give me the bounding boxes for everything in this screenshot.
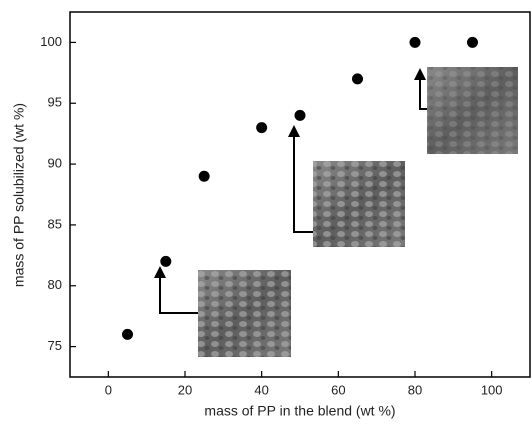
arrowhead xyxy=(414,68,426,80)
y-tick-label: 95 xyxy=(48,95,62,110)
arrowhead xyxy=(288,125,300,137)
x-axis-label: mass of PP in the blend (wt %) xyxy=(204,403,395,419)
x-tick-label: 20 xyxy=(178,382,192,397)
data-point xyxy=(198,170,210,182)
x-tick-label: 0 xyxy=(105,382,112,397)
sem-texture xyxy=(427,67,518,154)
y-tick-label: 80 xyxy=(48,277,62,292)
arrowhead xyxy=(154,266,166,278)
inset-images xyxy=(154,67,518,357)
data-point xyxy=(160,255,172,267)
data-point xyxy=(122,328,133,340)
x-tick-label: 100 xyxy=(481,382,503,397)
sem-texture xyxy=(198,270,291,357)
y-tick-label: 90 xyxy=(48,156,62,171)
x-tick-label: 40 xyxy=(254,382,268,397)
arrow xyxy=(293,135,313,233)
data-point xyxy=(409,36,421,48)
y-axis-label: mass of PP solubilized (wt %) xyxy=(11,103,27,287)
sem-texture xyxy=(313,161,405,247)
data-point xyxy=(294,109,306,121)
x-tick-label: 80 xyxy=(408,382,422,397)
y-tick-label: 75 xyxy=(48,338,62,353)
arrow xyxy=(419,78,427,110)
data-point xyxy=(256,122,268,134)
arrow xyxy=(159,276,198,314)
x-tick-label: 60 xyxy=(331,382,345,397)
plot-frame xyxy=(69,11,531,378)
data-point xyxy=(467,36,478,48)
y-tick-label: 85 xyxy=(48,216,62,231)
data-point xyxy=(352,73,363,85)
y-tick-label: 100 xyxy=(40,34,62,49)
